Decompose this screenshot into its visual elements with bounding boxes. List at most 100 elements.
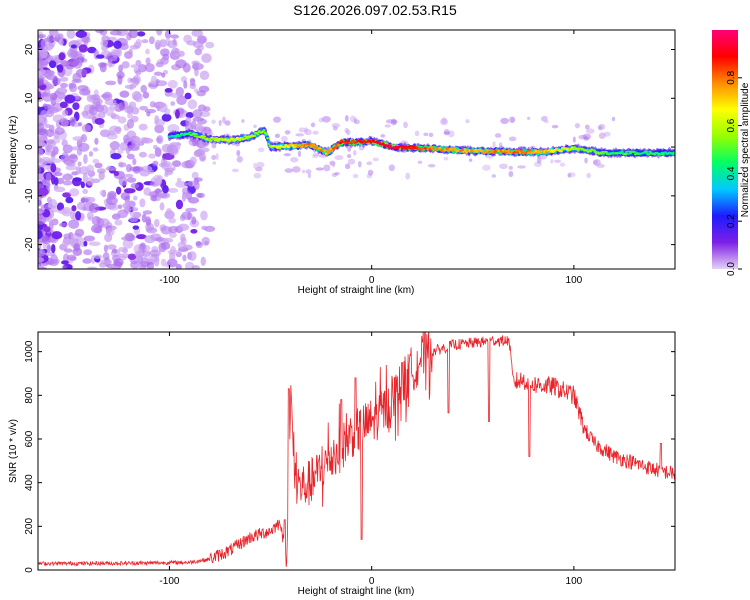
noise-blob [38, 242, 42, 250]
faint-blob [323, 164, 331, 172]
signal-mark [660, 151, 664, 154]
noise-blob [195, 240, 202, 247]
noise-blob [191, 30, 203, 37]
noise-blob [198, 38, 207, 43]
faint-blob [585, 128, 595, 134]
spectrogram-x-label: Height of straight line (km) [298, 285, 415, 296]
noise-blob [121, 61, 130, 69]
faint-blob [334, 171, 340, 176]
noise-blob [153, 256, 160, 267]
noise-blob [176, 95, 187, 106]
noise-blob [86, 211, 94, 220]
noise-blob [135, 234, 147, 240]
noise-blob [150, 75, 158, 86]
noise-blob [156, 30, 163, 36]
snr-frame [37, 331, 676, 571]
faint-blob [443, 131, 450, 135]
noise-blob [198, 85, 210, 93]
noise-blob [129, 216, 139, 223]
noise-blob [117, 74, 123, 85]
noise-blob [64, 94, 76, 104]
noise-blob [38, 196, 42, 203]
noise-blob [42, 79, 49, 86]
signal-mark [644, 150, 648, 153]
faint-blob [236, 149, 241, 157]
noise-blob [94, 137, 99, 145]
noise-blob [114, 219, 123, 226]
signal-mark [534, 149, 538, 153]
noise-blob [46, 196, 52, 204]
y-tick-label: 20 [24, 44, 35, 56]
faint-blob [492, 141, 496, 148]
faint-blob [544, 119, 549, 124]
faint-blob [305, 169, 312, 174]
noise-blob [126, 118, 134, 129]
noise-blob [44, 123, 51, 128]
y-tick-label: 200 [24, 518, 35, 535]
noise-blob [191, 264, 200, 269]
noise-blob [149, 101, 156, 108]
snr-panel: -100 0 100 0 200 400 600 800 1000 Height of str… [8, 331, 676, 597]
noise-blob [153, 218, 160, 228]
noise-blob [177, 223, 190, 232]
signal-mark [672, 151, 675, 155]
noise-blob [124, 106, 133, 114]
noise-blob [158, 192, 171, 199]
noise-blob [43, 104, 52, 111]
noise-blob [128, 48, 133, 55]
faint-blob [559, 162, 566, 167]
noise-blob [181, 191, 187, 202]
faint-blob [611, 116, 616, 122]
noise-blob [70, 146, 81, 151]
noise-blob [77, 161, 82, 167]
faint-blob [567, 173, 572, 178]
faint-blob [211, 119, 216, 124]
faint-blob [304, 127, 308, 133]
noise-blob [40, 109, 48, 119]
faint-blob [284, 168, 294, 173]
faint-blob [508, 170, 514, 178]
signal-mark [514, 149, 519, 152]
noise-blob [83, 249, 93, 256]
noise-blob [205, 41, 215, 49]
faint-blob [297, 150, 302, 158]
signal-mark [386, 144, 390, 147]
signal-mark [323, 149, 327, 152]
noise-blob [166, 207, 172, 214]
signal-mark [626, 152, 630, 155]
noise-blob [161, 143, 173, 153]
noise-blob [203, 106, 211, 112]
signal-mark [377, 141, 381, 144]
noise-blob [56, 202, 65, 212]
noise-blob [139, 198, 146, 208]
noise-blob [72, 72, 82, 83]
noise-blob [53, 186, 66, 193]
signal-mark [324, 152, 328, 155]
signal-mark [194, 132, 198, 136]
noise-blob [38, 137, 45, 142]
noise-blob [126, 153, 135, 160]
snr-y-ticks: 0 200 400 600 800 1000 [24, 340, 675, 573]
noise-blob [139, 169, 150, 177]
noise-blob [65, 196, 74, 204]
noise-blob [45, 215, 53, 223]
signal-mark [547, 149, 551, 152]
noise-blob [69, 188, 80, 197]
signal-mark [267, 143, 271, 145]
noise-blob [66, 48, 78, 58]
noise-blob [69, 83, 78, 93]
noise-blob [145, 216, 152, 226]
noise-blob [145, 57, 151, 65]
faint-blob [301, 169, 306, 174]
noise-blob [75, 30, 87, 38]
noise-blob [122, 238, 134, 249]
noise-blob [149, 249, 161, 257]
signal-mark [429, 145, 434, 149]
noise-blob [180, 233, 186, 243]
noise-blob [43, 45, 53, 52]
signal-mark [539, 152, 543, 155]
noise-blob [100, 259, 113, 265]
noise-blob [124, 199, 130, 207]
noise-blob [38, 78, 45, 86]
x-tick-label: 0 [369, 576, 375, 587]
